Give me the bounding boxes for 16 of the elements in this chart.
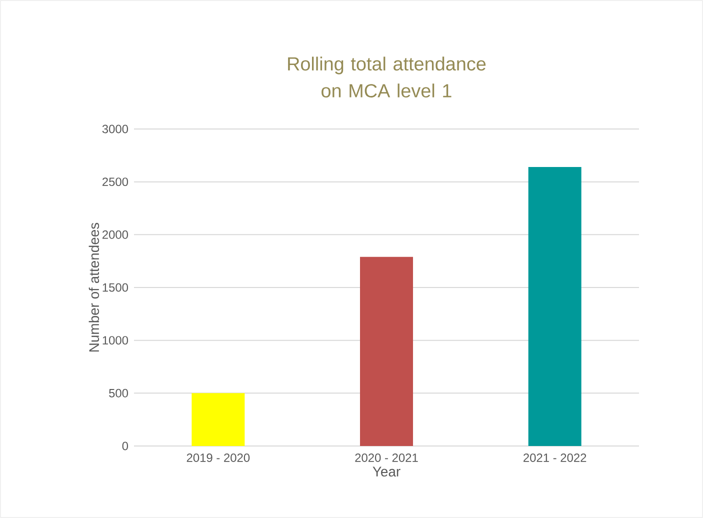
x-tick-label: 2021 - 2022 bbox=[524, 454, 586, 462]
x-tick-label: 2019 - 2020 bbox=[186, 454, 250, 462]
y-axis-title: Number of attendees bbox=[88, 222, 100, 352]
y-tick-label: 500 bbox=[109, 388, 128, 398]
y-tick-label: 1500 bbox=[102, 283, 128, 292]
bar bbox=[528, 167, 582, 446]
y-tick-label: 1000 bbox=[102, 336, 128, 345]
bar bbox=[192, 393, 245, 446]
y-tick-label: 0 bbox=[122, 442, 128, 450]
x-tick-label: 2020 - 2021 bbox=[355, 454, 418, 462]
y-tick-label: 2500 bbox=[102, 178, 128, 186]
y-tick-label: 2000 bbox=[102, 230, 128, 239]
bar bbox=[360, 256, 414, 446]
chart-title: Rolling total attendance on MCA level 1 bbox=[288, 56, 486, 98]
x-axis-title: Year bbox=[372, 466, 400, 477]
y-tick-label: 3000 bbox=[102, 124, 128, 134]
